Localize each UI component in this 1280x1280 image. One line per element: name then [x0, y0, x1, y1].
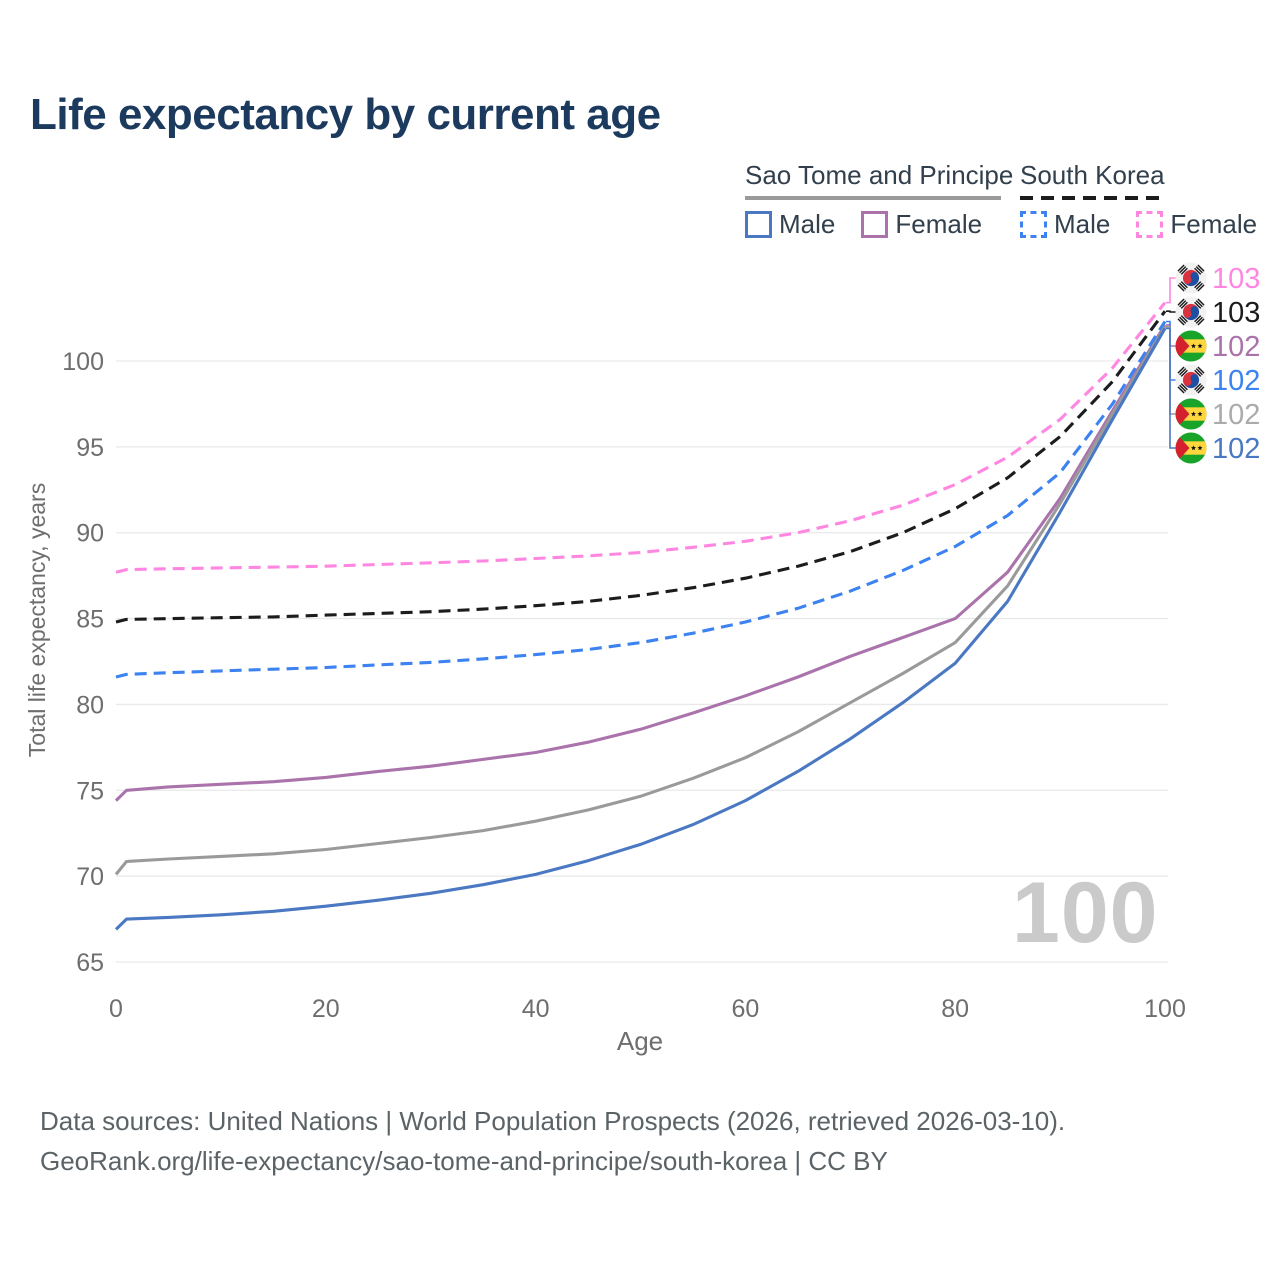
legend: Sao Tome and Principe Male Female South …	[0, 160, 1280, 240]
y-tick-label: 75	[76, 777, 104, 805]
x-tick-label: 80	[941, 995, 969, 1023]
y-tick-label: 70	[76, 863, 104, 891]
x-tick-label: 0	[109, 995, 123, 1023]
y-tick-label: 80	[76, 691, 104, 719]
y-tick-label: 95	[76, 434, 104, 462]
end-label-connector	[1166, 327, 1177, 449]
x-axis-title: Age	[616, 1026, 664, 1056]
attribution-text: GeoRank.org/life-expectancy/sao-tome-and…	[40, 1146, 888, 1176]
legend-item-label: Female	[1170, 209, 1258, 239]
legend-key-swatch	[1136, 211, 1164, 238]
legend-item-stp-male: Male	[745, 209, 835, 240]
legend-item-label: Male	[1054, 209, 1111, 239]
legend-key-swatch	[1020, 211, 1047, 238]
end-label-connector	[1166, 277, 1177, 304]
legend-line-style-solid	[745, 196, 1001, 200]
legend-item-kor-male: Male	[1020, 209, 1110, 240]
page-title: Life expectancy by current age	[30, 90, 661, 139]
series-line-sao-tome-and-principe-total	[114, 325, 1167, 876]
x-tick-label: 60	[731, 995, 759, 1023]
y-tick-label: 100	[62, 348, 104, 376]
sao-tome-and-principe-flag-icon	[1175, 398, 1207, 430]
legend-group-label: South Korea	[1020, 160, 1165, 190]
legend-item-label: Female	[895, 209, 983, 239]
x-tick-label: 100	[1144, 995, 1186, 1023]
series-line-south-korea-female	[115, 301, 1167, 574]
end-value-label: 102	[1212, 433, 1260, 465]
series-line-sao-tome-and-principe-female	[114, 324, 1167, 802]
sao-tome-and-principe-flag-icon	[1175, 330, 1207, 362]
legend-key-swatch	[861, 211, 889, 238]
south-korea-flag-icon	[1175, 364, 1207, 396]
end-value-label: 102	[1212, 399, 1260, 431]
end-label-connector	[1166, 320, 1177, 381]
south-korea-flag-icon	[1175, 262, 1207, 294]
end-value-label: 102	[1212, 365, 1260, 397]
legend-key-swatch	[745, 211, 772, 238]
y-tick-label: 65	[76, 949, 104, 977]
series-line-south-korea-male	[115, 320, 1167, 679]
series-line-sao-tome-and-principe-male	[114, 327, 1167, 931]
data-sources-text: Data sources: United Nations | World Pop…	[40, 1106, 1066, 1136]
legend-line-style-dashed	[1020, 196, 1162, 200]
legend-item-kor-female: Female	[1136, 209, 1257, 240]
legend-group-south-korea: South Korea Male Female	[1020, 160, 1257, 240]
age-watermark: 100	[1012, 865, 1159, 961]
end-label-connectors	[1166, 277, 1177, 449]
sao-tome-and-principe-flag-icon	[1175, 432, 1207, 464]
end-label-connector	[1166, 325, 1177, 415]
y-tick-label: 90	[76, 520, 104, 548]
end-value-label: 103	[1212, 297, 1260, 329]
x-tick-label: 40	[522, 995, 550, 1023]
end-value-label: 103	[1212, 263, 1260, 295]
x-tick-label: 20	[312, 995, 340, 1023]
series-line-south-korea-total	[115, 310, 1167, 624]
legend-group-sao-tome-and-principe: Sao Tome and Principe Male Female	[745, 160, 1014, 240]
south-korea-flag-icon	[1175, 296, 1207, 328]
legend-item-stp-female: Female	[861, 209, 982, 240]
end-label-connector	[1166, 310, 1177, 313]
y-tick-label: 85	[76, 606, 104, 634]
legend-group-label: Sao Tome and Principe	[745, 160, 1014, 190]
end-value-label: 102	[1212, 331, 1260, 363]
legend-item-label: Male	[779, 209, 836, 239]
gridlines	[116, 360, 1168, 963]
